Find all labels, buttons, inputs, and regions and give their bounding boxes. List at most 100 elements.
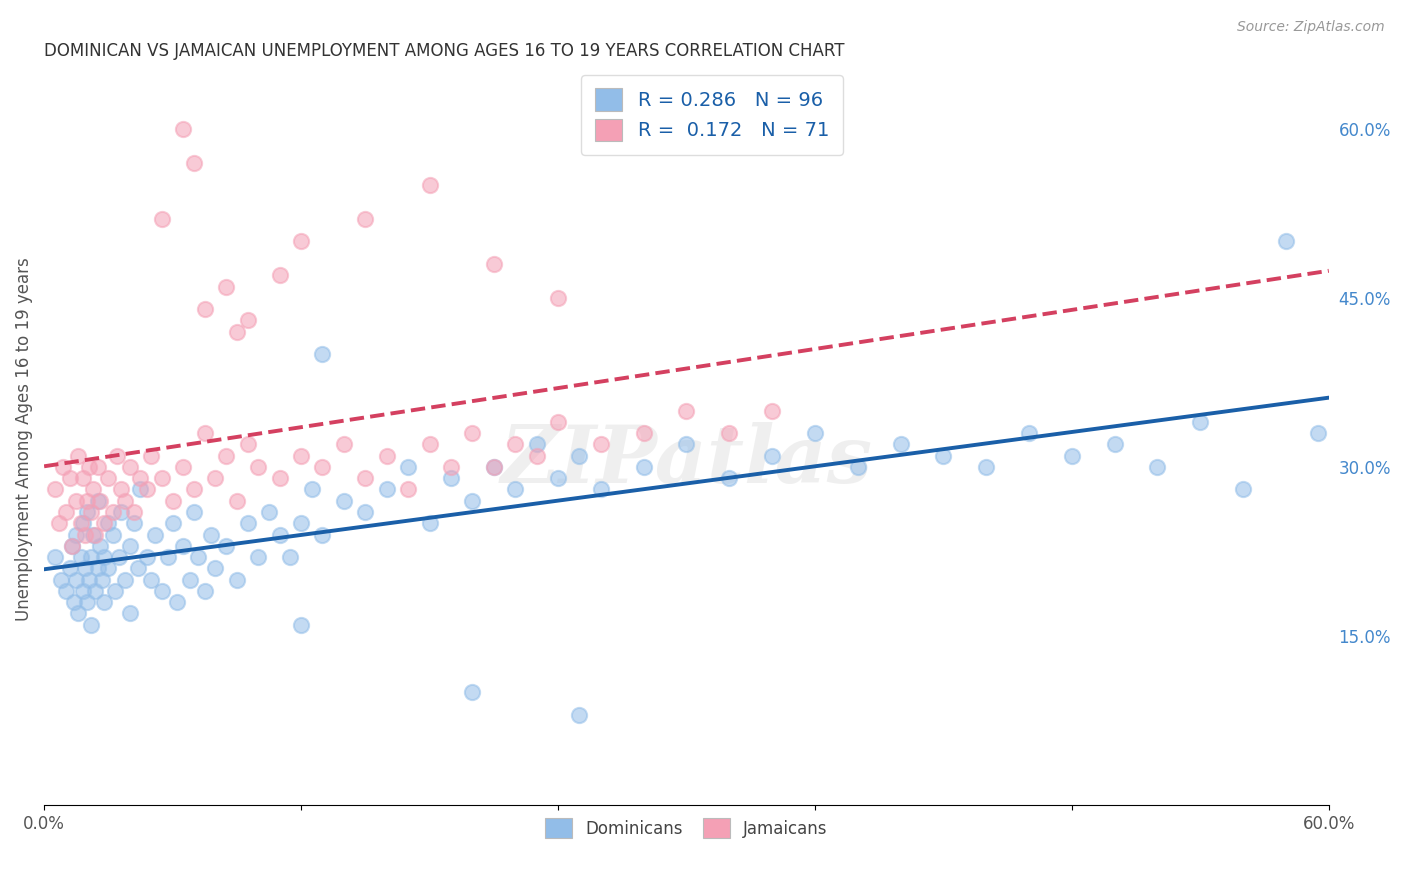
Point — [204, 561, 226, 575]
Point — [761, 403, 783, 417]
Point — [247, 459, 270, 474]
Point — [718, 471, 741, 485]
Point — [118, 459, 141, 474]
Point — [503, 483, 526, 497]
Point — [97, 561, 120, 575]
Point — [89, 539, 111, 553]
Point — [104, 583, 127, 598]
Point — [114, 493, 136, 508]
Point — [1146, 459, 1168, 474]
Point — [589, 483, 612, 497]
Point — [150, 211, 173, 226]
Point — [375, 483, 398, 497]
Point — [67, 607, 90, 621]
Point — [225, 573, 247, 587]
Point — [183, 155, 205, 169]
Point — [200, 527, 222, 541]
Point — [76, 505, 98, 519]
Point — [72, 583, 94, 598]
Point — [568, 707, 591, 722]
Point — [86, 561, 108, 575]
Point — [503, 437, 526, 451]
Point — [1104, 437, 1126, 451]
Point — [225, 493, 247, 508]
Point — [311, 527, 333, 541]
Point — [187, 550, 209, 565]
Point — [157, 550, 180, 565]
Point — [461, 426, 484, 441]
Point — [290, 235, 312, 249]
Point — [129, 483, 152, 497]
Point — [225, 325, 247, 339]
Point — [172, 121, 194, 136]
Point — [194, 426, 217, 441]
Point — [1275, 235, 1298, 249]
Point — [101, 527, 124, 541]
Point — [269, 527, 291, 541]
Point — [135, 483, 157, 497]
Point — [84, 583, 107, 598]
Point — [718, 426, 741, 441]
Point — [547, 415, 569, 429]
Point — [150, 583, 173, 598]
Point — [72, 516, 94, 531]
Point — [73, 561, 96, 575]
Point — [114, 573, 136, 587]
Point — [215, 539, 238, 553]
Point — [80, 550, 103, 565]
Point — [461, 685, 484, 699]
Point — [482, 459, 505, 474]
Point — [183, 505, 205, 519]
Point — [80, 617, 103, 632]
Point — [127, 561, 149, 575]
Point — [418, 437, 440, 451]
Point — [547, 291, 569, 305]
Point — [129, 471, 152, 485]
Point — [101, 505, 124, 519]
Point — [77, 573, 100, 587]
Point — [236, 437, 259, 451]
Point — [1018, 426, 1040, 441]
Point — [86, 459, 108, 474]
Point — [69, 550, 91, 565]
Point — [65, 493, 87, 508]
Point — [89, 493, 111, 508]
Point — [179, 573, 201, 587]
Point — [311, 347, 333, 361]
Point — [675, 403, 697, 417]
Point — [290, 617, 312, 632]
Point — [290, 516, 312, 531]
Point — [675, 437, 697, 451]
Point — [633, 426, 655, 441]
Point — [90, 573, 112, 587]
Point — [974, 459, 997, 474]
Point — [846, 459, 869, 474]
Point — [257, 505, 280, 519]
Point — [150, 471, 173, 485]
Point — [63, 595, 86, 609]
Point — [290, 449, 312, 463]
Point — [1060, 449, 1083, 463]
Point — [440, 471, 463, 485]
Point — [354, 505, 377, 519]
Point — [93, 595, 115, 609]
Point — [166, 595, 188, 609]
Point — [69, 516, 91, 531]
Y-axis label: Unemployment Among Ages 16 to 19 years: Unemployment Among Ages 16 to 19 years — [15, 257, 32, 621]
Point — [354, 211, 377, 226]
Point — [67, 449, 90, 463]
Point — [172, 459, 194, 474]
Point — [247, 550, 270, 565]
Point — [311, 459, 333, 474]
Point — [82, 483, 104, 497]
Point — [110, 505, 132, 519]
Point — [55, 505, 77, 519]
Point — [80, 505, 103, 519]
Point — [162, 493, 184, 508]
Point — [60, 539, 83, 553]
Point — [215, 279, 238, 293]
Point — [204, 471, 226, 485]
Point — [76, 493, 98, 508]
Point — [82, 527, 104, 541]
Point — [418, 516, 440, 531]
